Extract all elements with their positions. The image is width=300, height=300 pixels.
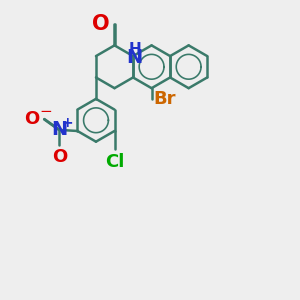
Text: N: N	[126, 48, 143, 67]
Text: −: −	[39, 104, 52, 119]
Text: H: H	[128, 42, 141, 57]
Text: +: +	[62, 116, 74, 130]
Text: Cl: Cl	[105, 153, 124, 171]
Text: Br: Br	[153, 90, 176, 108]
Text: N: N	[51, 120, 68, 140]
Text: O: O	[92, 14, 109, 34]
Text: O: O	[25, 110, 40, 128]
Text: O: O	[52, 148, 67, 166]
